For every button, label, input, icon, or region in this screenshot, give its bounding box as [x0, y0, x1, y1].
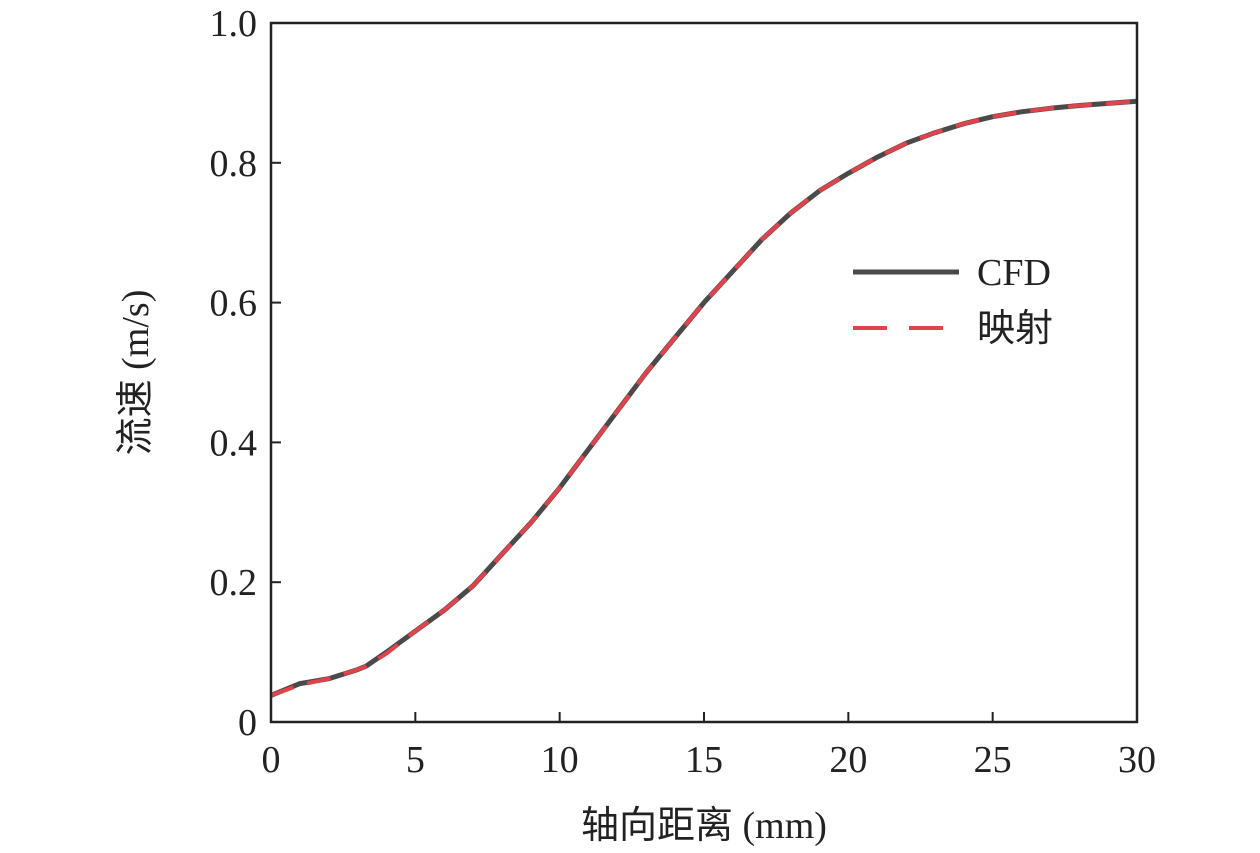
- plot-frame: [269, 21, 1139, 724]
- y-tick-label: 1.0: [210, 3, 258, 45]
- y-tick-label: 0.8: [210, 143, 258, 185]
- y-tick-label: 0.2: [210, 562, 258, 604]
- x-tick-label: 15: [685, 739, 723, 781]
- legend-label-mapping: 映射: [977, 308, 1053, 350]
- y-tick-label: 0.4: [210, 422, 258, 464]
- series-line-mapping: [270, 99, 1138, 698]
- legend-label-cfd: CFD: [977, 252, 1051, 294]
- y-axis-title: 流速 (m/s): [115, 290, 157, 456]
- plot-lines: [270, 98, 1138, 698]
- y-tick-label: 0.6: [210, 283, 258, 325]
- tick-labels: 0 5 10 15 20 25 30 0 0.2 0.4 0.6 0.8 1.0: [210, 3, 1157, 781]
- x-tick-label: 0: [262, 739, 281, 781]
- axis-ticks: [270, 22, 1138, 723]
- x-tick-label: 25: [974, 739, 1012, 781]
- series-line-cfd: [270, 98, 1138, 698]
- x-axis-title: 轴向距离 (mm): [581, 805, 827, 847]
- x-tick-label: 5: [406, 739, 425, 781]
- legend: CFD 映射: [853, 252, 1053, 350]
- y-tick-label: 0: [238, 702, 257, 744]
- x-tick-label: 20: [829, 739, 867, 781]
- x-tick-label: 10: [541, 739, 579, 781]
- x-tick-label: 30: [1118, 739, 1156, 781]
